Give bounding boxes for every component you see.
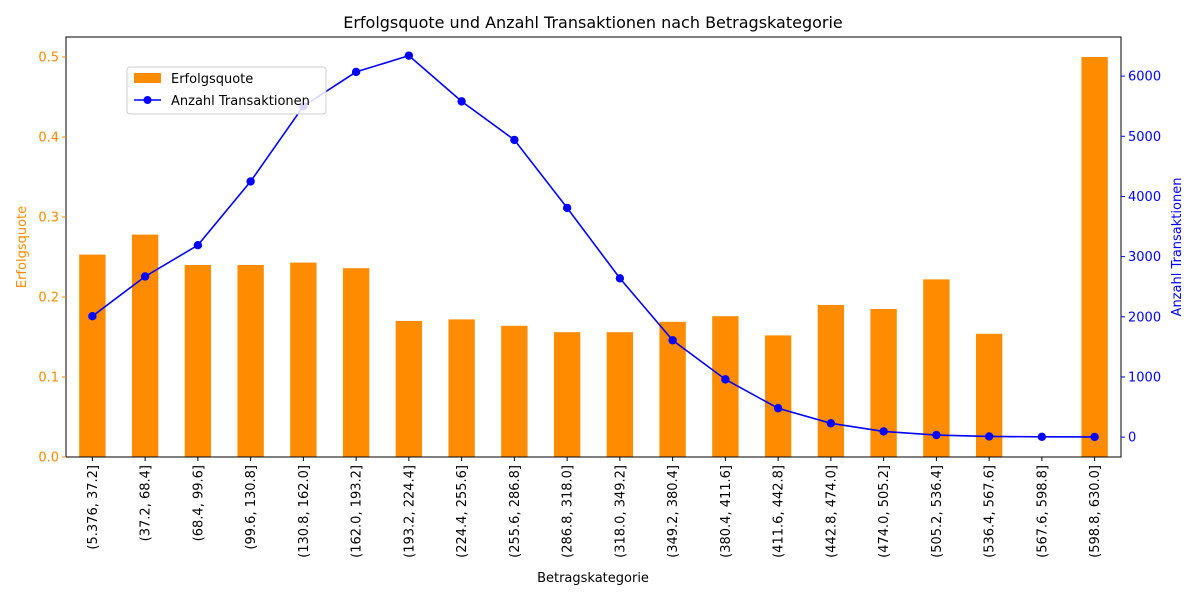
y-tick-label-right: 0	[1128, 431, 1136, 446]
point-anzahl-transaktionen	[879, 427, 888, 436]
x-tick-label: (505.2, 536.4]	[930, 465, 945, 558]
y-axis-label-left: Erfolgsquote	[15, 206, 30, 288]
point-anzahl-transaktionen	[562, 203, 572, 213]
point-anzahl-transaktionen	[721, 375, 730, 384]
x-tick-label: (5.376, 37.2]	[86, 465, 101, 550]
x-tick-label: (255.6, 286.8]	[508, 465, 523, 558]
line-anzahl-transaktionen	[91, 54, 1095, 438]
legend-bar-swatch	[134, 73, 161, 83]
bar-erfolgsquote	[184, 265, 212, 457]
x-tick-label: (162.0, 193.2]	[350, 465, 365, 558]
point-anzahl-transaktionen	[88, 311, 97, 321]
y-tick-label-left: 0.1	[38, 371, 59, 386]
y-axis-label-right: Anzahl Transaktionen	[1170, 178, 1185, 317]
y-tick-label-right: 5000	[1128, 130, 1161, 145]
x-tick-label: (286.8, 318.0]	[561, 465, 576, 558]
legend-label-anzahl: Anzahl Transaktionen	[171, 94, 310, 109]
x-tick-label: (193.2, 224.4]	[402, 465, 417, 558]
bar-erfolgsquote	[923, 279, 950, 457]
plot-area: 0.0 0.1 0.2 0.3 0.4 0.5 0 1000 2000 3000 4000 5000 6…	[38, 36, 1161, 558]
y-tick-label-left: 0.0	[38, 451, 59, 466]
point-anzahl-transaktionen	[457, 97, 466, 106]
legend: Erfolgsquote Anzahl Transaktionen	[126, 66, 327, 115]
point-anzahl-transaktionen	[984, 432, 994, 441]
x-tick-label: (411.6, 442.8]	[772, 465, 787, 558]
point-anzahl-transaktionen	[1090, 432, 1099, 442]
x-tick-label: (598.8, 630.0]	[1088, 465, 1103, 558]
bar-erfolgsquote	[764, 335, 792, 457]
x-tick-label: (442.8, 474.0]	[824, 465, 839, 558]
y-tick-label-left: 0.3	[38, 211, 59, 226]
point-anzahl-transaktionen	[773, 404, 783, 413]
point-anzahl-transaktionen	[404, 51, 414, 60]
x-tick-label: (130.8, 162.0]	[297, 465, 312, 558]
bar-erfolgsquote	[237, 265, 264, 457]
bar-erfolgsquote	[501, 325, 528, 457]
bar-erfolgsquote	[712, 316, 739, 457]
point-anzahl-transaktionen	[246, 177, 255, 186]
bar-erfolgsquote	[131, 234, 159, 457]
bar-erfolgsquote	[448, 319, 475, 457]
y-tick-label-right: 1000	[1128, 370, 1161, 385]
bar-erfolgsquote	[395, 321, 423, 457]
x-tick-label: (349.2, 380.4]	[666, 465, 681, 558]
legend-label-erfolgsquote: Erfolgsquote	[171, 72, 253, 87]
y-tick-label-right: 4000	[1128, 190, 1161, 205]
bar-erfolgsquote	[79, 254, 106, 457]
point-anzahl-transaktionen	[140, 272, 150, 281]
plot-frame	[65, 36, 1122, 458]
x-tick-label: (567.6, 598.8]	[1035, 465, 1050, 558]
bar-erfolgsquote	[553, 332, 581, 457]
chart-title: Erfolgsquote und Anzahl Transaktionen na…	[343, 13, 843, 32]
legend-marker-swatch	[143, 96, 152, 104]
x-tick-label: (318.0, 349.2]	[613, 465, 628, 558]
bar-erfolgsquote	[1081, 57, 1108, 457]
x-tick-label: (224.4, 255.6]	[455, 465, 470, 558]
point-anzahl-transaktionen	[1037, 432, 1047, 442]
y-tick-label-right: 6000	[1128, 70, 1161, 85]
bar-erfolgsquote	[817, 305, 845, 457]
y-tick-label-left: 0.2	[38, 291, 59, 306]
point-anzahl-transaktionen	[351, 67, 361, 77]
y-tick-label-right: 3000	[1128, 250, 1161, 265]
point-anzahl-transaktionen	[193, 240, 203, 250]
y-tick-label-left: 0.4	[38, 131, 59, 146]
x-tick-label: (99.6, 130.8]	[244, 465, 259, 550]
x-tick-label: (380.4, 411.6]	[719, 465, 734, 558]
x-tick-label: (68.4, 99.6]	[191, 465, 206, 541]
x-tick-label: (37.2, 68.4]	[139, 465, 154, 541]
point-anzahl-transaktionen	[668, 336, 677, 345]
legend-frame	[126, 66, 327, 115]
point-anzahl-transaktionen	[615, 274, 625, 283]
x-axis-label: Betragskategorie	[537, 571, 649, 586]
x-tick-label: (474.0, 505.2]	[877, 465, 892, 558]
point-anzahl-transaktionen	[826, 419, 836, 428]
y-tick-label-right: 2000	[1128, 310, 1161, 325]
y-tick-label-left: 0.5	[38, 51, 59, 66]
bar-erfolgsquote	[606, 332, 634, 457]
bar-erfolgsquote	[290, 262, 317, 457]
point-anzahl-transaktionen	[510, 135, 519, 145]
point-anzahl-transaktionen	[932, 430, 941, 440]
x-tick-label: (536.4, 567.6]	[983, 465, 998, 558]
bar-erfolgsquote	[342, 268, 370, 457]
